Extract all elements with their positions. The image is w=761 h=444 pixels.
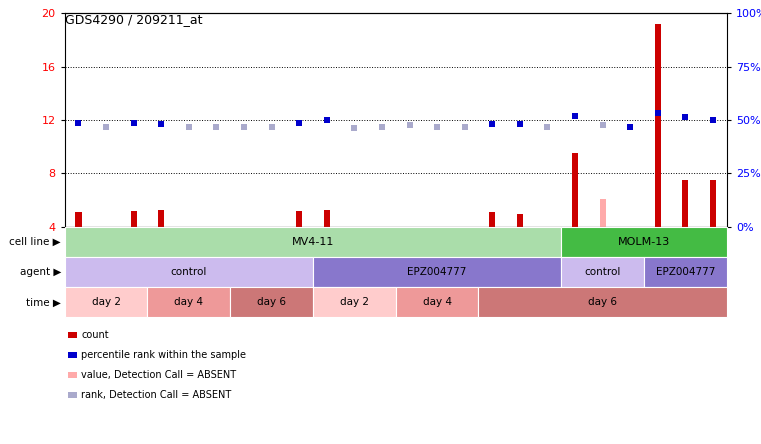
Bar bbox=[572, 154, 578, 227]
Bar bbox=[479, 287, 727, 317]
Bar bbox=[561, 227, 727, 257]
Text: day 2: day 2 bbox=[340, 297, 369, 307]
Bar bbox=[313, 287, 396, 317]
Text: agent ▶: agent ▶ bbox=[20, 267, 61, 277]
Text: day 4: day 4 bbox=[422, 297, 451, 307]
Text: control: control bbox=[584, 267, 621, 277]
Text: cell line ▶: cell line ▶ bbox=[9, 237, 61, 247]
Text: EPZ004777: EPZ004777 bbox=[656, 267, 715, 277]
Text: day 2: day 2 bbox=[91, 297, 120, 307]
Bar bbox=[489, 212, 495, 227]
Bar bbox=[313, 257, 561, 287]
Bar bbox=[148, 287, 230, 317]
Bar bbox=[75, 212, 81, 227]
Bar bbox=[65, 257, 313, 287]
Text: time ▶: time ▶ bbox=[26, 297, 61, 307]
Text: value, Detection Call = ABSENT: value, Detection Call = ABSENT bbox=[81, 370, 237, 380]
Bar bbox=[296, 211, 302, 227]
Bar bbox=[517, 214, 523, 227]
Bar bbox=[396, 287, 479, 317]
Bar bbox=[131, 211, 137, 227]
Text: EPZ004777: EPZ004777 bbox=[407, 267, 466, 277]
Bar bbox=[683, 180, 689, 227]
Text: day 4: day 4 bbox=[174, 297, 203, 307]
Bar bbox=[230, 287, 313, 317]
Bar bbox=[600, 199, 606, 227]
Bar bbox=[644, 257, 727, 287]
Bar bbox=[561, 257, 644, 287]
Bar bbox=[65, 227, 561, 257]
Text: MOLM-13: MOLM-13 bbox=[618, 237, 670, 247]
Text: control: control bbox=[170, 267, 207, 277]
Text: rank, Detection Call = ABSENT: rank, Detection Call = ABSENT bbox=[81, 390, 231, 400]
Text: MV4-11: MV4-11 bbox=[291, 237, 334, 247]
Text: count: count bbox=[81, 330, 109, 340]
Text: GDS4290 / 209211_at: GDS4290 / 209211_at bbox=[65, 13, 202, 26]
Bar bbox=[654, 24, 661, 227]
Bar bbox=[65, 287, 148, 317]
Bar bbox=[710, 180, 716, 227]
Text: percentile rank within the sample: percentile rank within the sample bbox=[81, 350, 247, 360]
Text: day 6: day 6 bbox=[257, 297, 286, 307]
Bar bbox=[323, 210, 330, 227]
Bar bbox=[158, 210, 164, 227]
Text: day 6: day 6 bbox=[588, 297, 617, 307]
